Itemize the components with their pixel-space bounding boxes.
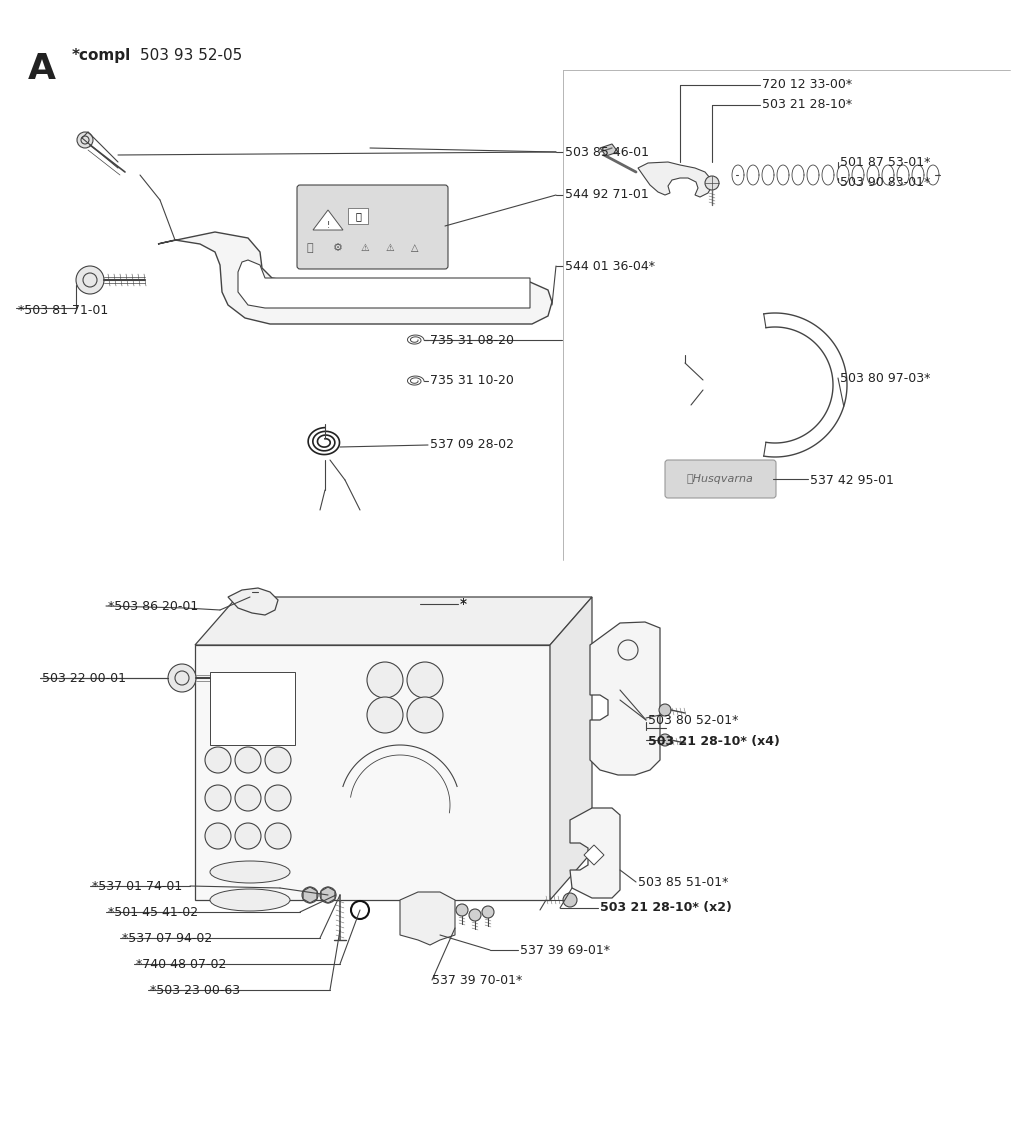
Text: 503 93 52-05: 503 93 52-05 [140, 48, 243, 63]
Text: 501 87 53-01*: 501 87 53-01* [840, 155, 931, 169]
FancyBboxPatch shape [665, 460, 776, 498]
Circle shape [367, 662, 403, 698]
Text: *740 48 07-02: *740 48 07-02 [136, 958, 226, 970]
Text: 503 21 28-10* (x4): 503 21 28-10* (x4) [648, 735, 780, 749]
Text: ⓗHusqvarna: ⓗHusqvarna [686, 474, 754, 484]
Polygon shape [313, 210, 343, 230]
Circle shape [205, 746, 231, 772]
Polygon shape [570, 808, 620, 898]
Text: A: A [28, 52, 56, 86]
Text: !: ! [327, 221, 330, 230]
Circle shape [265, 823, 291, 849]
Text: 503 85 46-01: 503 85 46-01 [565, 146, 649, 158]
Text: 537 39 69-01*: 537 39 69-01* [520, 943, 610, 957]
Circle shape [367, 697, 403, 733]
Circle shape [456, 904, 468, 916]
Text: ⚠: ⚠ [360, 243, 370, 253]
Text: 503 21 28-10*: 503 21 28-10* [762, 98, 852, 112]
Circle shape [319, 887, 336, 903]
Polygon shape [195, 645, 550, 900]
Text: 503 90 83-01*: 503 90 83-01* [840, 175, 930, 189]
Text: *503 86 20-01: *503 86 20-01 [108, 599, 199, 613]
Text: 544 01 36-04*: 544 01 36-04* [565, 259, 655, 273]
Text: 503 85 51-01*: 503 85 51-01* [638, 875, 728, 889]
Text: ⚠: ⚠ [386, 243, 394, 253]
Text: ⚙: ⚙ [333, 243, 343, 253]
Text: 503 80 52-01*: 503 80 52-01* [648, 714, 738, 726]
Circle shape [205, 823, 231, 849]
Polygon shape [228, 588, 278, 615]
Circle shape [234, 823, 261, 849]
Polygon shape [238, 260, 530, 308]
FancyBboxPatch shape [297, 185, 449, 269]
Polygon shape [158, 232, 552, 323]
Ellipse shape [210, 861, 290, 883]
Polygon shape [400, 892, 455, 946]
Text: *503 23 00-63: *503 23 00-63 [150, 984, 240, 996]
Polygon shape [195, 597, 592, 645]
Circle shape [563, 893, 577, 907]
Text: *: * [460, 597, 467, 611]
Circle shape [265, 785, 291, 811]
Circle shape [407, 697, 443, 733]
Circle shape [407, 662, 443, 698]
Circle shape [76, 266, 104, 294]
Polygon shape [600, 144, 618, 156]
Text: 537 42 95-01: 537 42 95-01 [810, 474, 894, 486]
Circle shape [469, 909, 481, 921]
Circle shape [265, 746, 291, 772]
Text: 503 80 97-03*: 503 80 97-03* [840, 371, 931, 385]
Circle shape [659, 703, 671, 716]
Circle shape [302, 887, 318, 903]
Ellipse shape [210, 889, 290, 910]
Polygon shape [210, 672, 295, 745]
Text: *537 01 74-01: *537 01 74-01 [92, 880, 182, 892]
Polygon shape [590, 622, 660, 775]
Circle shape [234, 785, 261, 811]
Text: *503 81 71-01: *503 81 71-01 [18, 303, 109, 317]
Text: *537 07 94-02: *537 07 94-02 [122, 932, 212, 944]
Text: 735 31 08-20: 735 31 08-20 [430, 334, 514, 346]
Circle shape [482, 906, 494, 918]
Text: 720 12 33-00*: 720 12 33-00* [762, 78, 852, 92]
Text: △: △ [412, 243, 419, 253]
Text: 🔧: 🔧 [306, 243, 313, 253]
Text: 503 21 28-10* (x2): 503 21 28-10* (x2) [600, 901, 732, 915]
Circle shape [77, 132, 93, 148]
Circle shape [205, 785, 231, 811]
Circle shape [234, 746, 261, 772]
Circle shape [659, 734, 671, 746]
Polygon shape [550, 597, 592, 900]
Text: 503 22 00-01: 503 22 00-01 [42, 672, 126, 684]
Text: *: * [460, 597, 467, 611]
Polygon shape [322, 887, 335, 903]
Text: 537 39 70-01*: 537 39 70-01* [432, 974, 522, 986]
Text: 📗: 📗 [355, 211, 360, 221]
Polygon shape [303, 887, 317, 903]
Text: *501 45 41-02: *501 45 41-02 [108, 906, 198, 918]
Circle shape [705, 176, 719, 190]
Circle shape [168, 664, 196, 692]
Bar [348, 208, 368, 224]
Polygon shape [584, 845, 604, 865]
Polygon shape [638, 162, 712, 197]
Text: 544 92 71-01: 544 92 71-01 [565, 189, 649, 201]
Text: 537 09 28-02: 537 09 28-02 [430, 439, 514, 451]
Text: *compl: *compl [72, 48, 131, 63]
Text: 735 31 10-20: 735 31 10-20 [430, 374, 514, 388]
